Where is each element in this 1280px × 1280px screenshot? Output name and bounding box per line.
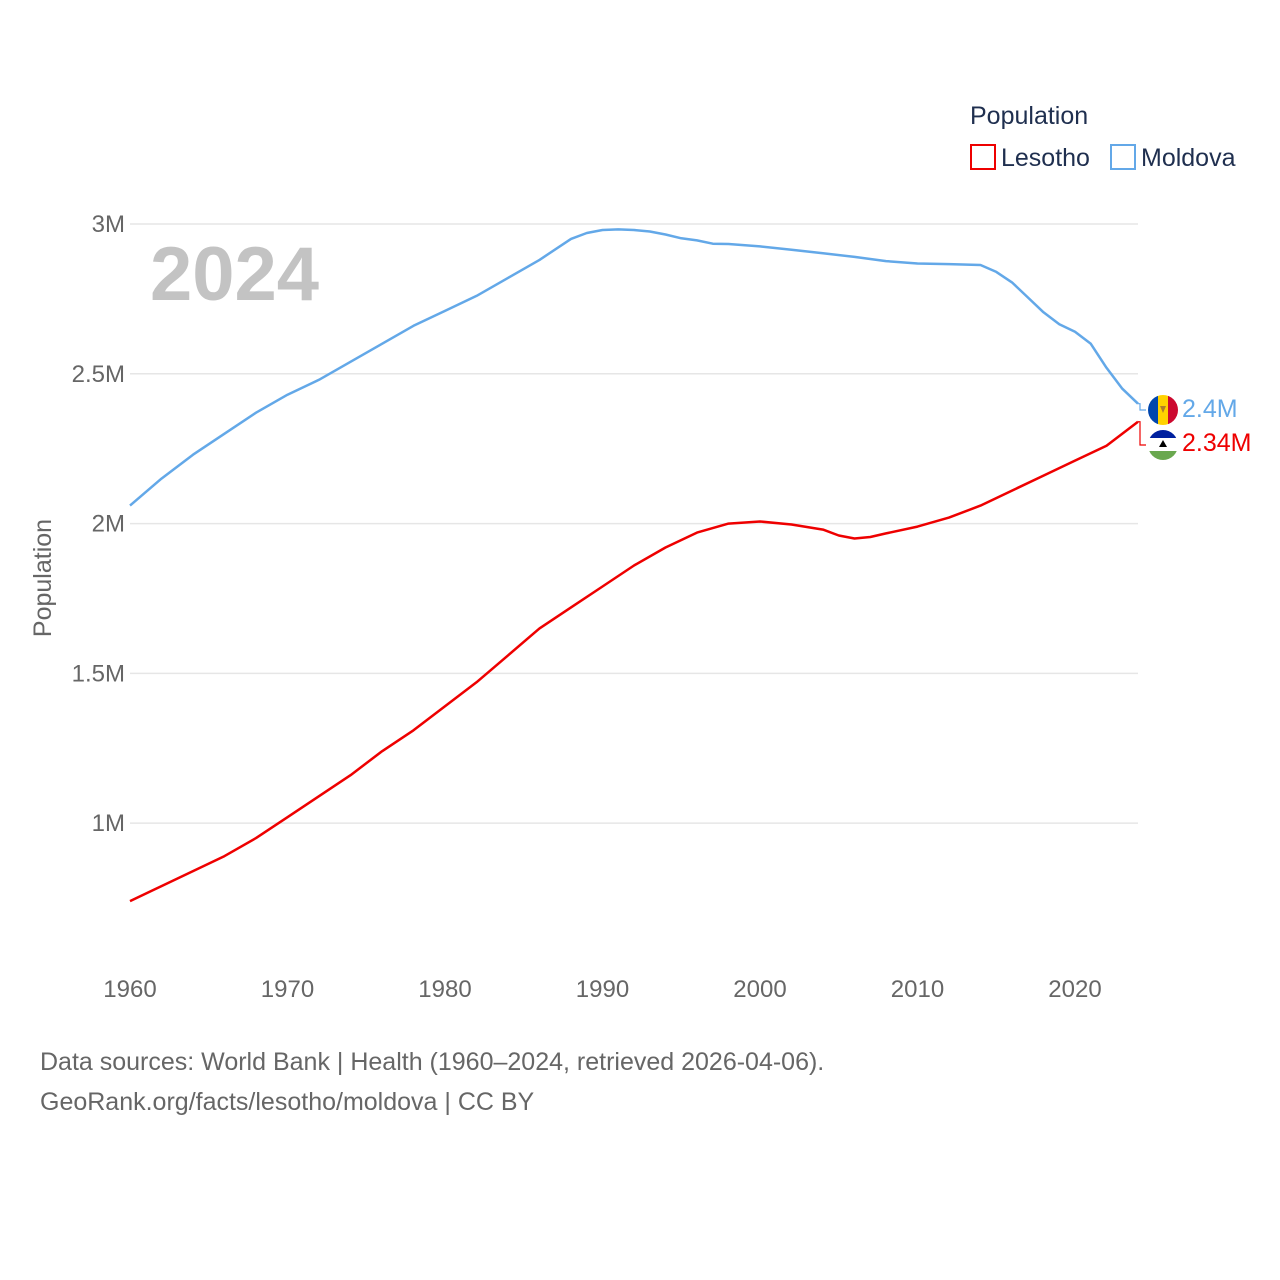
end-connector-lesotho bbox=[1138, 421, 1146, 446]
y-tick-label: 2M bbox=[92, 511, 125, 538]
series-line-moldova[interactable] bbox=[129, 228, 1139, 507]
end-labels: 2.4M 2.34M bbox=[1182, 395, 1251, 457]
legend-title: Population bbox=[970, 102, 1088, 130]
legend-swatch-moldova[interactable] bbox=[1110, 144, 1136, 170]
legend-label-lesotho[interactable]: Lesotho bbox=[1001, 144, 1090, 172]
y-axis-label: Population bbox=[29, 519, 57, 637]
series-line-lesotho[interactable] bbox=[129, 420, 1139, 903]
y-tick-label: 1.5M bbox=[72, 660, 125, 687]
gridlines bbox=[130, 223, 1138, 824]
end-label-moldova: 2.4M bbox=[1182, 395, 1238, 423]
y-tick-label: 1M bbox=[92, 810, 125, 837]
y-tick-label: 2.5M bbox=[72, 361, 125, 388]
y-tick-label: 3M bbox=[92, 211, 125, 238]
year-label: 2024 bbox=[150, 232, 319, 317]
source-note: Data sources: World Bank | Health (1960–… bbox=[40, 1042, 824, 1122]
source-line-2[interactable]: GeoRank.org/facts/lesotho/moldova | CC B… bbox=[40, 1088, 535, 1116]
lesotho-flag-icon bbox=[1148, 430, 1178, 460]
x-tick-label: 1980 bbox=[418, 976, 471, 1003]
end-connector-moldova bbox=[1138, 403, 1146, 411]
moldova-flag-icon bbox=[1148, 395, 1178, 425]
y-axis-ticks: 1M 1.5M 2M 2.5M 3M bbox=[72, 211, 125, 837]
source-line-1: Data sources: World Bank | Health (1960–… bbox=[40, 1048, 825, 1076]
x-tick-label: 1990 bbox=[576, 976, 629, 1003]
x-tick-label: 2010 bbox=[891, 976, 944, 1003]
series-lines bbox=[129, 228, 1146, 903]
x-axis-ticks: 1960 1970 1980 1990 2000 2010 2020 bbox=[103, 976, 1101, 1003]
legend-label-moldova[interactable]: Moldova bbox=[1141, 144, 1236, 172]
end-label-lesotho: 2.34M bbox=[1182, 429, 1251, 457]
x-tick-label: 1960 bbox=[103, 976, 156, 1003]
legend-swatch-lesotho[interactable] bbox=[970, 144, 996, 170]
legend[interactable]: Population Lesotho Moldova bbox=[970, 102, 1236, 172]
x-tick-label: 1970 bbox=[261, 976, 314, 1003]
x-tick-label: 2000 bbox=[733, 976, 786, 1003]
x-tick-label: 2020 bbox=[1048, 976, 1101, 1003]
